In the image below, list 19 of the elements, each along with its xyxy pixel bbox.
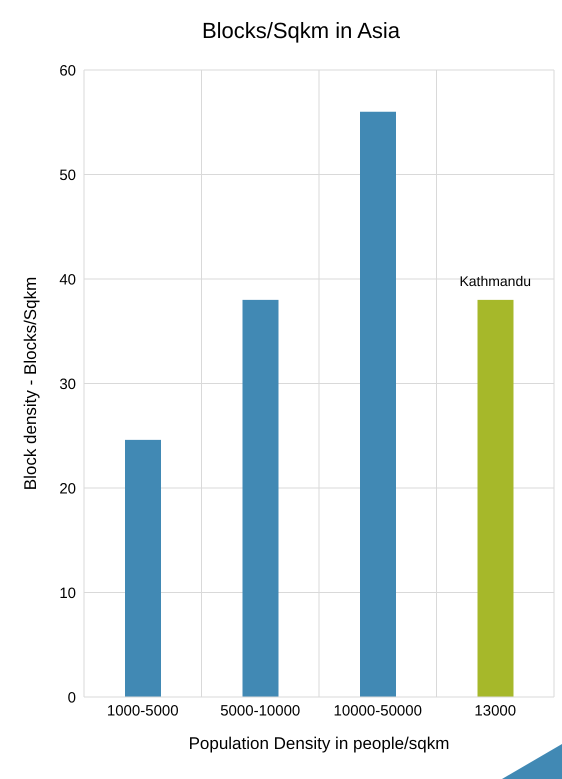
y-tick-label: 10 (59, 584, 76, 602)
y-tick-label: 50 (59, 166, 76, 184)
x-tick-label: 10000-50000 (334, 702, 422, 720)
x-tick-label: 13000 (474, 702, 516, 720)
x-tick-label: 5000-10000 (220, 702, 300, 720)
y-tick-label: 30 (59, 376, 76, 393)
x-axis-title: Population Density in people/sqkm (188, 734, 450, 753)
bar (360, 112, 396, 697)
bar (242, 300, 278, 697)
annotation: Kathmandu (459, 272, 532, 289)
bar (125, 440, 161, 697)
y-tick-label: 40 (59, 271, 76, 288)
y-axis-title: Block density - Blocks/Sqkm (21, 276, 40, 490)
bar (478, 300, 514, 697)
x-tick-label: 1000-5000 (106, 702, 179, 720)
y-tick-label: 20 (59, 480, 76, 498)
y-tick-label: 0 (68, 689, 76, 706)
chart-title: Blocks/Sqkm in Asia (200, 18, 402, 44)
y-tick-label: 60 (59, 62, 76, 80)
